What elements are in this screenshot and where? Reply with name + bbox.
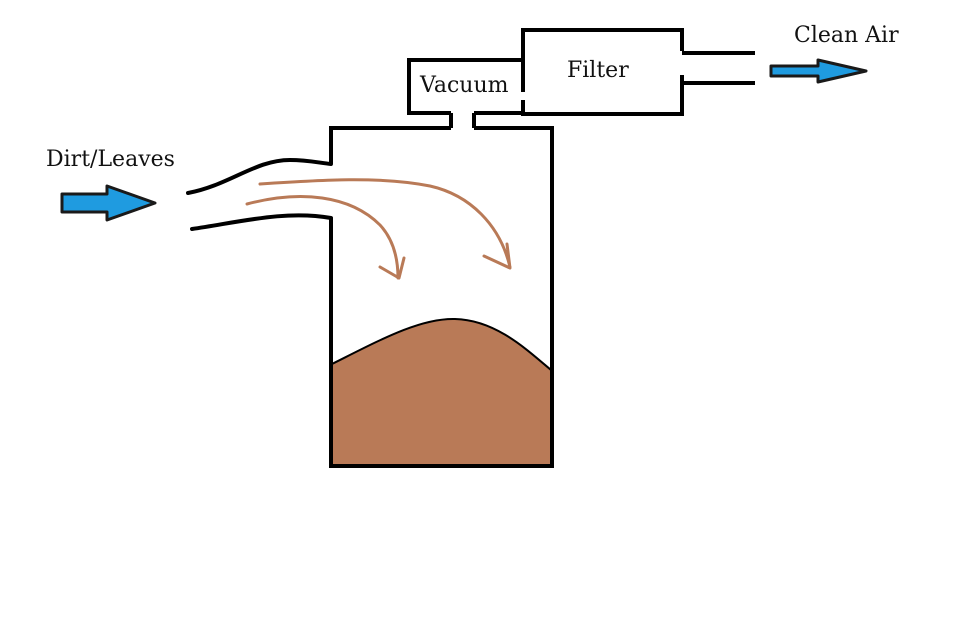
debris-pile [331,317,552,467]
outlet-label: Clean Air [794,23,899,48]
collection-container [329,126,554,468]
right-arrow-icon [60,184,157,222]
vacuum-label: Vacuum [420,73,509,98]
airflow-arrow-left [245,195,406,280]
airflow-arrow-right [258,178,512,270]
inlet-label: Dirt/Leaves [46,147,175,172]
filter-box [521,28,684,116]
right-arrow-icon [769,58,868,84]
vacuum-neck [449,113,476,128]
inlet-hose [186,157,333,231]
filter-label: Filter [567,58,629,83]
outlet-pipe [682,51,755,85]
